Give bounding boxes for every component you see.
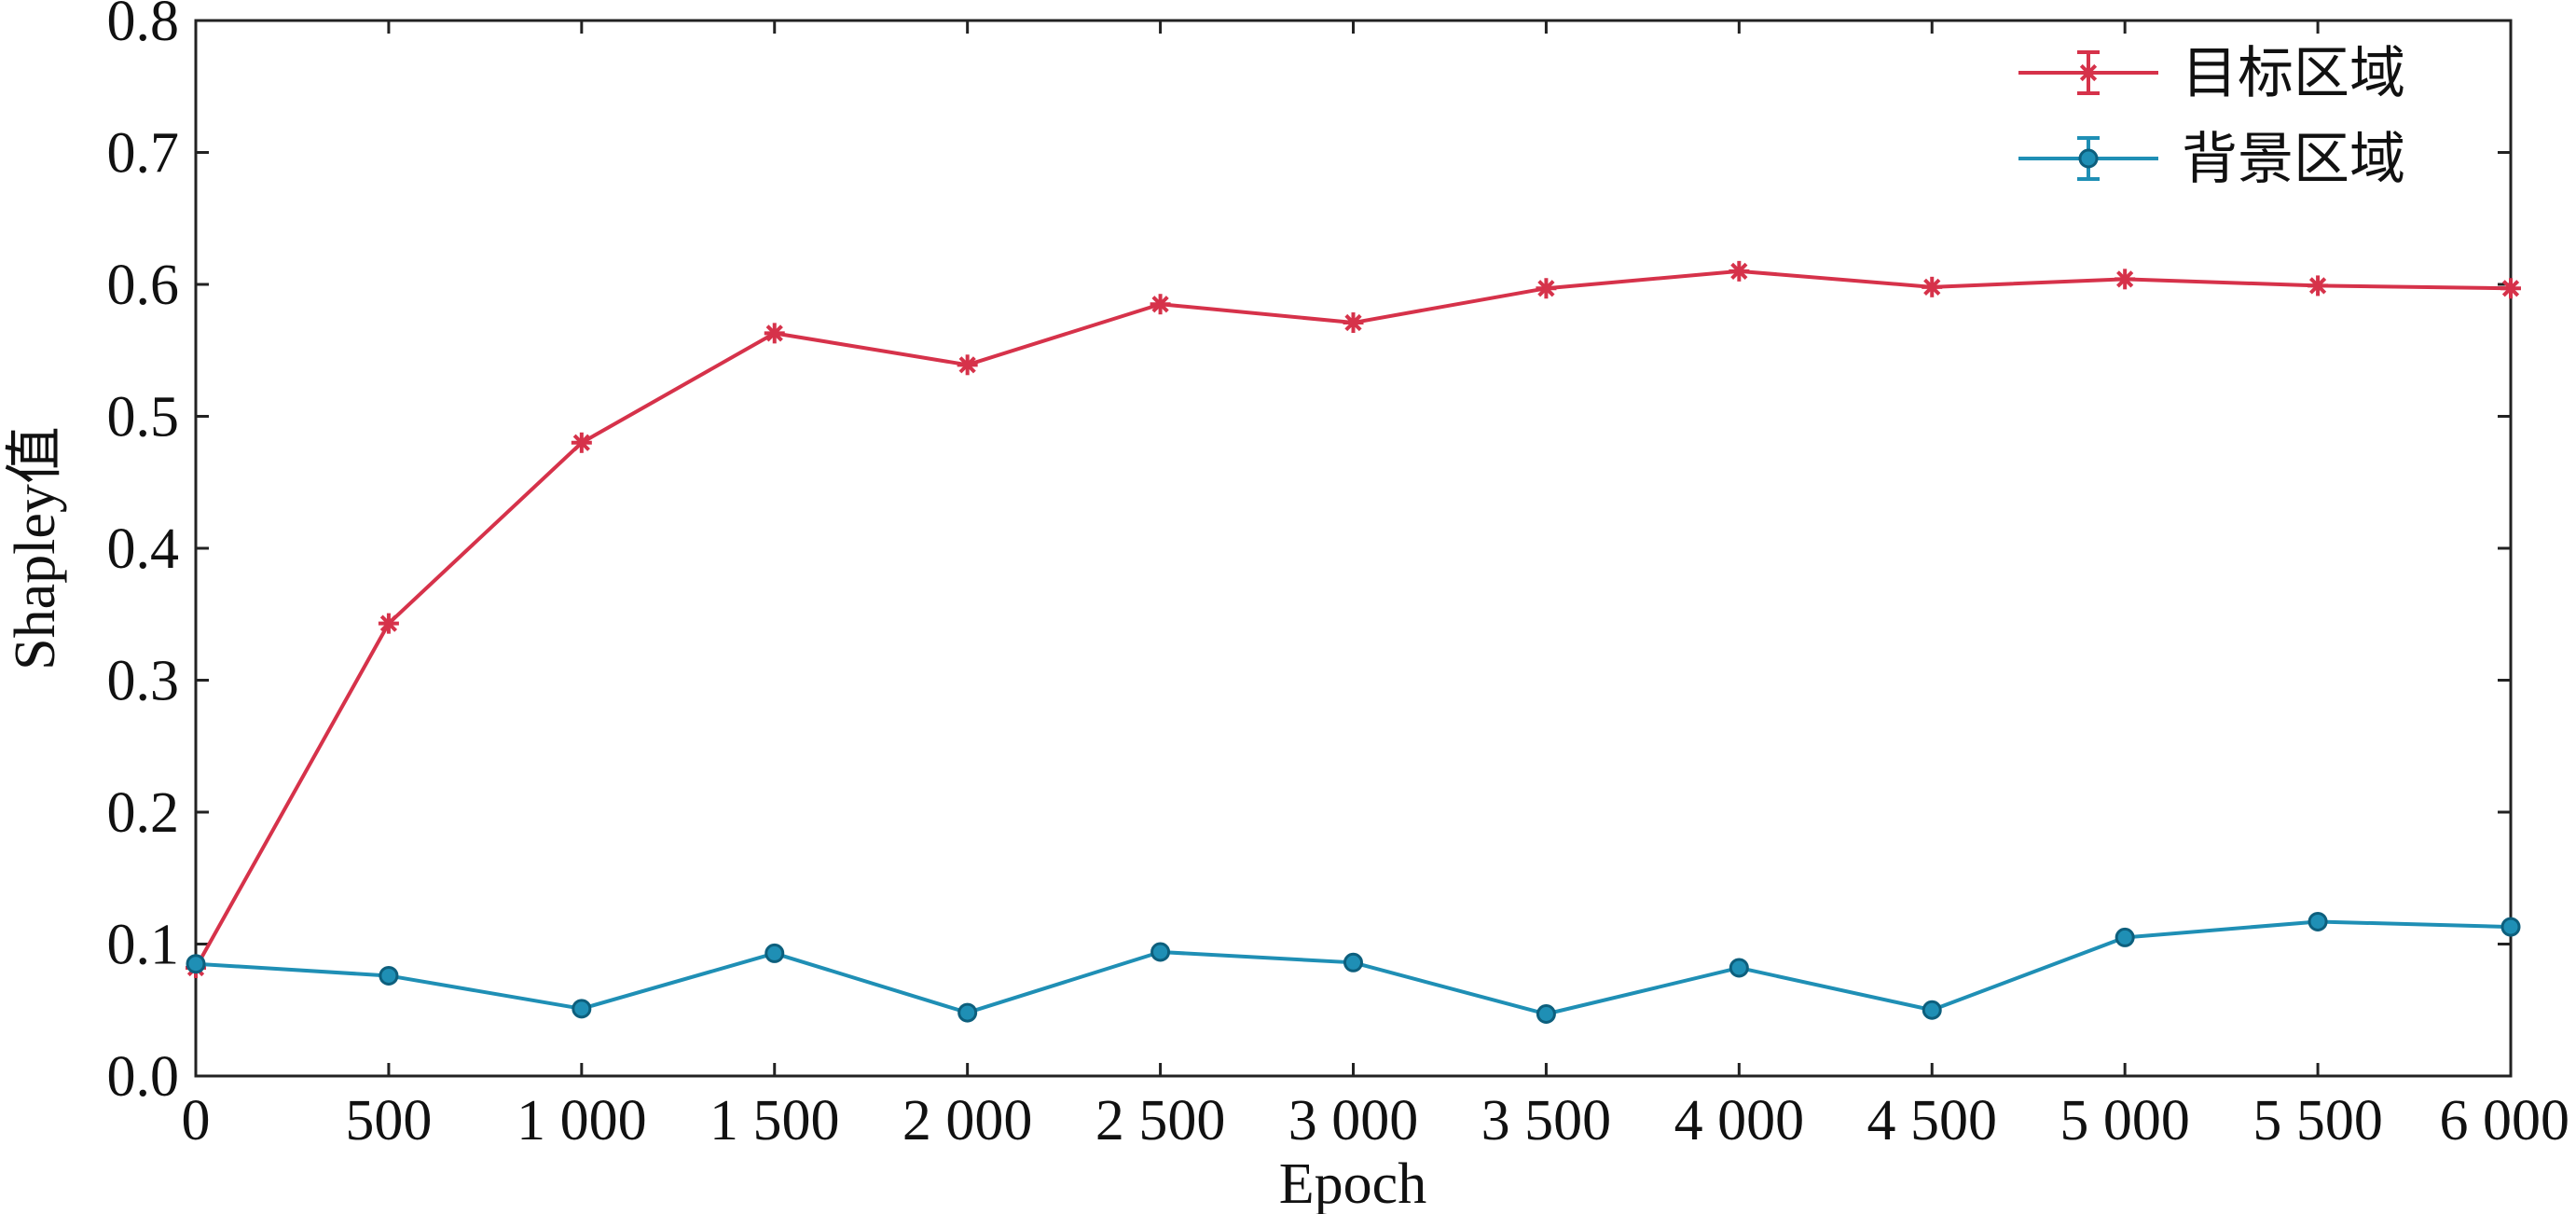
y-tick-label: 0.0 xyxy=(107,1045,180,1109)
x-tick-label: 2 500 xyxy=(1095,1089,1226,1152)
x-tick-label: 4 000 xyxy=(1674,1089,1805,1152)
legend-label: 目标区域 xyxy=(2182,41,2405,106)
x-tick-label: 3 000 xyxy=(1288,1089,1419,1152)
data-point xyxy=(957,354,978,376)
legend-marker xyxy=(2078,148,2099,169)
y-tick-label: 0.2 xyxy=(107,781,180,845)
y-tick-label: 0.5 xyxy=(107,386,180,449)
y-tick-label: 0.7 xyxy=(107,122,180,186)
y-tick-label: 0.8 xyxy=(107,0,180,53)
data-point xyxy=(378,613,399,634)
data-point xyxy=(1536,278,1557,299)
data-point xyxy=(1729,958,1749,978)
data-point xyxy=(765,943,785,963)
y-tick-label: 0.1 xyxy=(107,914,180,977)
y-tick-label: 0.4 xyxy=(107,517,180,581)
x-tick-label: 4 500 xyxy=(1867,1089,1998,1152)
x-tick-label: 6 000 xyxy=(2440,1089,2570,1152)
legend-entry: 目标区域 xyxy=(2018,41,2405,106)
data-point xyxy=(1536,1003,1556,1024)
data-point xyxy=(1150,294,1171,315)
plot-frame xyxy=(194,19,2513,1078)
data-point xyxy=(1343,312,1364,334)
series-line xyxy=(194,269,2512,969)
x-axis-ticks: 0 500 1 000 1 500 2 000 2 500 3 000 3 500 4 000 4… xyxy=(182,21,2570,1152)
x-axis-title: Epoch xyxy=(1279,1152,1426,1214)
legend-label: 背景区域 xyxy=(2182,127,2405,192)
legend-marker xyxy=(2078,62,2099,83)
data-point xyxy=(764,323,785,344)
y-tick-label: 0.6 xyxy=(107,254,180,317)
data-point xyxy=(1729,260,1750,282)
data-point xyxy=(571,432,592,453)
data-point xyxy=(1150,942,1171,962)
y-tick-label: 0.3 xyxy=(107,650,180,713)
x-tick-label: 2 000 xyxy=(902,1089,1033,1152)
data-point xyxy=(1343,952,1363,973)
y-axis-title: Shapley值 xyxy=(4,426,67,670)
series-2 xyxy=(186,911,2521,1024)
legend-entry: 背景区域 xyxy=(2018,127,2405,192)
data-point xyxy=(2307,275,2329,297)
data-point xyxy=(2115,269,2136,290)
data-point xyxy=(186,954,206,974)
x-tick-label: 5 000 xyxy=(2059,1089,2190,1152)
x-tick-label: 3 500 xyxy=(1481,1089,1612,1152)
data-point xyxy=(2307,911,2328,931)
y-axis-ticks: 0.0 0.1 0.2 0.3 0.4 0.5 0.6 0.7 0.8 xyxy=(107,0,2511,1109)
x-tick-label: 1 000 xyxy=(517,1089,647,1152)
data-point xyxy=(572,999,592,1019)
x-tick-label: 1 500 xyxy=(709,1089,840,1152)
data-point xyxy=(1922,1000,1942,1020)
series-layer xyxy=(186,260,2521,1024)
data-point xyxy=(2500,917,2521,937)
x-tick-label: 5 500 xyxy=(2252,1089,2383,1152)
data-point xyxy=(2115,927,2135,947)
data-point xyxy=(2500,278,2521,299)
series-1 xyxy=(186,260,2521,978)
data-point xyxy=(1922,276,1943,297)
data-point xyxy=(957,1002,978,1023)
data-point xyxy=(379,965,399,986)
x-tick-label: 500 xyxy=(345,1089,432,1152)
x-tick-label: 0 xyxy=(182,1089,211,1152)
